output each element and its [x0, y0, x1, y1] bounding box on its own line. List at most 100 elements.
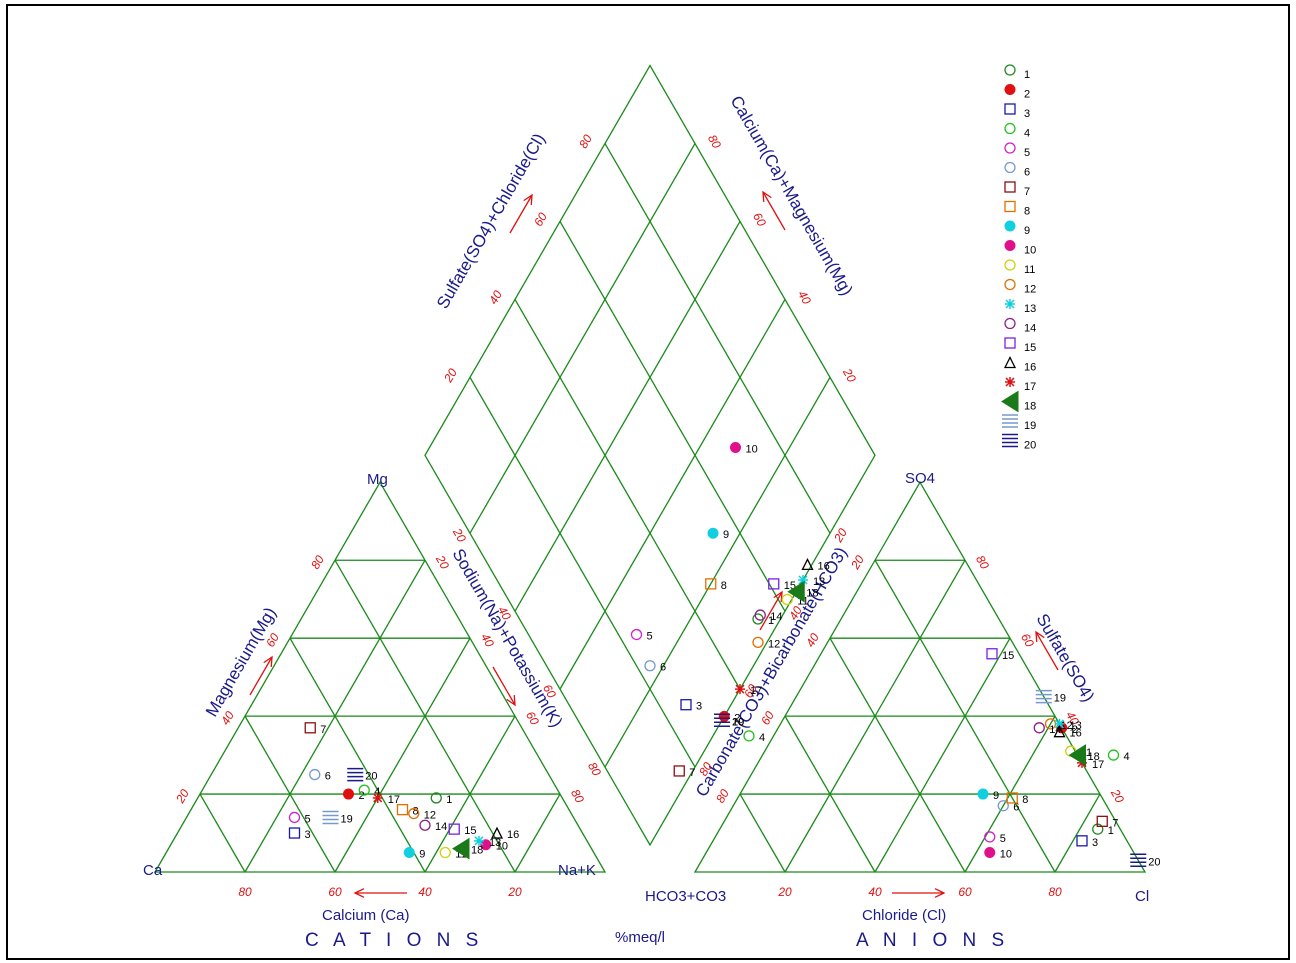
legend-marker-4 [1004, 122, 1016, 135]
cation-point-18 [452, 837, 470, 860]
legend-label-15: 15 [1024, 342, 1036, 354]
anion-grid-line [874, 559, 1056, 873]
cation-bottom-tick: 20 [507, 885, 522, 899]
diamond-point-20 [714, 713, 730, 728]
cation-point-label-12: 12 [424, 810, 436, 822]
legend-label-3: 3 [1024, 108, 1030, 120]
cation-grid-line [514, 793, 561, 873]
diamond-point-13 [798, 574, 808, 585]
legend-label-20: 20 [1024, 440, 1036, 452]
diamond-grid-line [559, 299, 786, 690]
cation-point-label-17: 17 [388, 794, 400, 806]
legend-label-18: 18 [1024, 401, 1036, 413]
anion-left-arrow [759, 591, 783, 631]
diamond-right-axis-label: Calcium(Ca)+Magnesium(Mg) [727, 93, 857, 299]
anion-corner-cl: Cl [1135, 888, 1149, 905]
legend-item-10: 10 [1004, 240, 1036, 257]
diamond-point-17 [735, 684, 745, 695]
cation-point-20 [347, 767, 364, 782]
cation-point-10 [480, 839, 492, 851]
diamond-point-6 [644, 660, 656, 672]
diamond-point-label-10: 10 [746, 443, 758, 455]
anion-point-5 [984, 831, 996, 843]
diamond-grid-line [514, 221, 741, 612]
sample-9: 9 9 9 [403, 527, 999, 861]
anion-corner-so4: SO4 [905, 470, 935, 487]
diamond-left-tick: 80 [576, 132, 595, 151]
cation-point-1 [430, 792, 442, 804]
anion-point-10 [984, 847, 996, 859]
diamond-left-arrow-head [523, 193, 533, 206]
cation-point-14 [419, 819, 431, 831]
legend-item-13: 13 [1005, 299, 1036, 315]
sample-10: 10 10 10 [480, 441, 1012, 861]
cation-point-label-16: 16 [507, 829, 519, 841]
cation-point-3 [288, 827, 301, 839]
legend-item-17: 17 [1005, 377, 1036, 393]
legend-marker-18 [1001, 390, 1019, 413]
legend-label-12: 12 [1024, 284, 1036, 296]
legend-marker-2 [1004, 84, 1016, 95]
diamond-point-label-1: 1 [768, 615, 774, 627]
diamond-point-label-19: 19 [732, 716, 744, 728]
cation-point-16 [490, 826, 504, 839]
legend-label-7: 7 [1024, 186, 1030, 198]
legend-label-19: 19 [1024, 420, 1036, 432]
anion-point-label-11: 11 [1081, 747, 1092, 759]
legend-label-14: 14 [1024, 323, 1036, 335]
cation-point-5 [288, 811, 301, 824]
diamond-grid-line [469, 143, 696, 534]
legend-item-1: 1 [1004, 64, 1030, 81]
cation-point-label-20: 20 [365, 771, 377, 783]
units-label: %meq/l [615, 929, 665, 946]
legend-item-11: 11 [1004, 259, 1035, 276]
anion-point-13 [1054, 718, 1065, 729]
diamond-point-label-5: 5 [647, 631, 653, 643]
legend-item-8: 8 [1004, 200, 1030, 218]
legend-label-2: 2 [1024, 89, 1030, 101]
cation-point-label-18: 18 [471, 845, 483, 857]
cation-point-9 [403, 847, 415, 859]
legend-marker-20 [1002, 433, 1018, 448]
cation-bottom-tick: 60 [328, 885, 342, 899]
anion-point-3 [1076, 835, 1088, 847]
diamond-point-label-16: 16 [818, 560, 830, 572]
diamond-right-tick: 20 [840, 365, 859, 385]
cation-right-arrow [492, 666, 516, 706]
diamond-point-label-6: 6 [660, 662, 666, 674]
legend-item-6: 6 [1004, 161, 1030, 179]
cation-point-11 [439, 846, 451, 859]
diamond-lower-right-tick: 20 [831, 526, 850, 546]
legend-item-2: 2 [1004, 84, 1030, 101]
diamond-grid-line [514, 299, 741, 690]
legend-item-15: 15 [1004, 337, 1036, 354]
anion-point-19 [1035, 689, 1052, 704]
diamond-point-3 [680, 699, 692, 711]
cation-right-arrow-head [506, 694, 516, 707]
anion-point-label-10: 10 [1000, 849, 1012, 861]
cation-left-axis-label: Magnesium(Mg) [202, 604, 280, 720]
cation-left-tick: 40 [218, 709, 237, 728]
legend-marker-16 [1003, 356, 1017, 369]
cation-point-label-19: 19 [341, 813, 353, 825]
anion-point-label-12: 12 [1061, 720, 1073, 732]
diamond-point-2 [718, 710, 730, 722]
cation-point-label-3: 3 [305, 829, 311, 841]
anion-point-label-14: 14 [1049, 724, 1061, 736]
chart-frame [6, 4, 1290, 960]
cation-point-label-4: 4 [374, 786, 380, 798]
cation-point-label-15: 15 [464, 825, 476, 837]
diamond-point-label-7: 7 [689, 767, 695, 779]
anion-point-label-2: 2 [1072, 724, 1078, 736]
cation-point-label-13: 13 [489, 837, 501, 849]
cation-point-17 [372, 792, 383, 803]
diamond-point-label-8: 8 [721, 580, 727, 592]
cation-point-19 [322, 810, 339, 825]
legend-label-1: 1 [1024, 69, 1030, 81]
legend-label-9: 9 [1024, 225, 1030, 237]
diamond-point-15 [768, 578, 780, 590]
legend-marker-15 [1004, 337, 1016, 349]
anion-group-label: A N I O N S [856, 930, 1009, 951]
legend-item-18: 18 [1001, 390, 1036, 413]
